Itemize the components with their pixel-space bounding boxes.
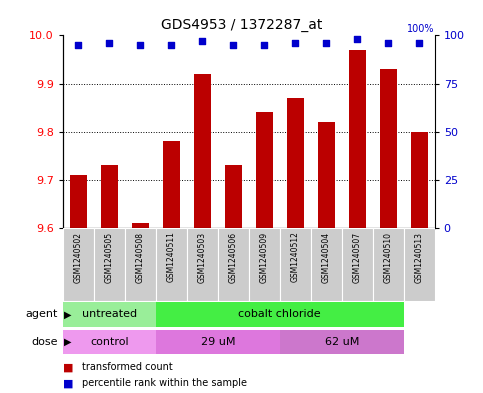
Text: ▶: ▶ bbox=[64, 337, 71, 347]
Bar bbox=[63, 329, 156, 354]
Point bbox=[260, 42, 268, 48]
Text: GSM1240510: GSM1240510 bbox=[384, 231, 393, 283]
Text: untreated: untreated bbox=[82, 309, 137, 320]
Bar bbox=[63, 302, 156, 327]
Bar bbox=[280, 329, 404, 354]
Bar bbox=[342, 228, 373, 301]
Bar bbox=[156, 228, 187, 301]
Text: GSM1240504: GSM1240504 bbox=[322, 231, 331, 283]
Text: GSM1240513: GSM1240513 bbox=[415, 231, 424, 283]
Bar bbox=[187, 228, 218, 301]
Bar bbox=[194, 74, 211, 228]
Bar bbox=[63, 228, 94, 301]
Bar bbox=[249, 228, 280, 301]
Text: GSM1240511: GSM1240511 bbox=[167, 231, 176, 283]
Point bbox=[229, 42, 237, 48]
Text: GSM1240512: GSM1240512 bbox=[291, 231, 300, 283]
Bar bbox=[156, 329, 280, 354]
Point bbox=[168, 42, 175, 48]
Bar bbox=[101, 165, 118, 228]
Text: GSM1240503: GSM1240503 bbox=[198, 231, 207, 283]
Point bbox=[415, 40, 423, 46]
Text: control: control bbox=[90, 337, 128, 347]
Bar bbox=[349, 50, 366, 228]
Text: ■: ■ bbox=[63, 378, 73, 388]
Text: agent: agent bbox=[26, 309, 58, 320]
Text: GSM1240507: GSM1240507 bbox=[353, 231, 362, 283]
Point bbox=[354, 36, 361, 42]
Text: GSM1240505: GSM1240505 bbox=[105, 231, 114, 283]
Text: GSM1240502: GSM1240502 bbox=[74, 231, 83, 283]
Point bbox=[199, 38, 206, 44]
Bar bbox=[256, 112, 273, 228]
Point bbox=[105, 40, 113, 46]
Point bbox=[384, 40, 392, 46]
Bar bbox=[373, 228, 404, 301]
Bar bbox=[163, 141, 180, 228]
Bar bbox=[218, 228, 249, 301]
Point bbox=[136, 42, 144, 48]
Point bbox=[74, 42, 82, 48]
Bar bbox=[125, 228, 156, 301]
Text: GSM1240506: GSM1240506 bbox=[229, 231, 238, 283]
Bar bbox=[225, 165, 242, 228]
Text: ▶: ▶ bbox=[64, 309, 71, 320]
Text: GSM1240509: GSM1240509 bbox=[260, 231, 269, 283]
Text: 29 uM: 29 uM bbox=[200, 337, 235, 347]
Text: 62 uM: 62 uM bbox=[325, 337, 359, 347]
Point bbox=[291, 40, 299, 46]
Bar bbox=[132, 223, 149, 228]
Text: percentile rank within the sample: percentile rank within the sample bbox=[82, 378, 247, 388]
Text: 100%: 100% bbox=[407, 24, 435, 35]
Bar bbox=[156, 302, 404, 327]
Bar bbox=[404, 228, 435, 301]
Bar bbox=[380, 69, 397, 228]
Point bbox=[322, 40, 330, 46]
Bar bbox=[280, 228, 311, 301]
Bar bbox=[94, 228, 125, 301]
Text: GDS4953 / 1372287_at: GDS4953 / 1372287_at bbox=[161, 18, 322, 32]
Text: ■: ■ bbox=[63, 362, 73, 373]
Bar bbox=[70, 175, 87, 228]
Text: cobalt chloride: cobalt chloride bbox=[239, 309, 321, 320]
Bar bbox=[411, 132, 428, 228]
Bar bbox=[287, 98, 304, 228]
Text: transformed count: transformed count bbox=[82, 362, 173, 373]
Text: dose: dose bbox=[31, 337, 58, 347]
Bar bbox=[318, 122, 335, 228]
Bar bbox=[311, 228, 342, 301]
Text: GSM1240508: GSM1240508 bbox=[136, 231, 145, 283]
